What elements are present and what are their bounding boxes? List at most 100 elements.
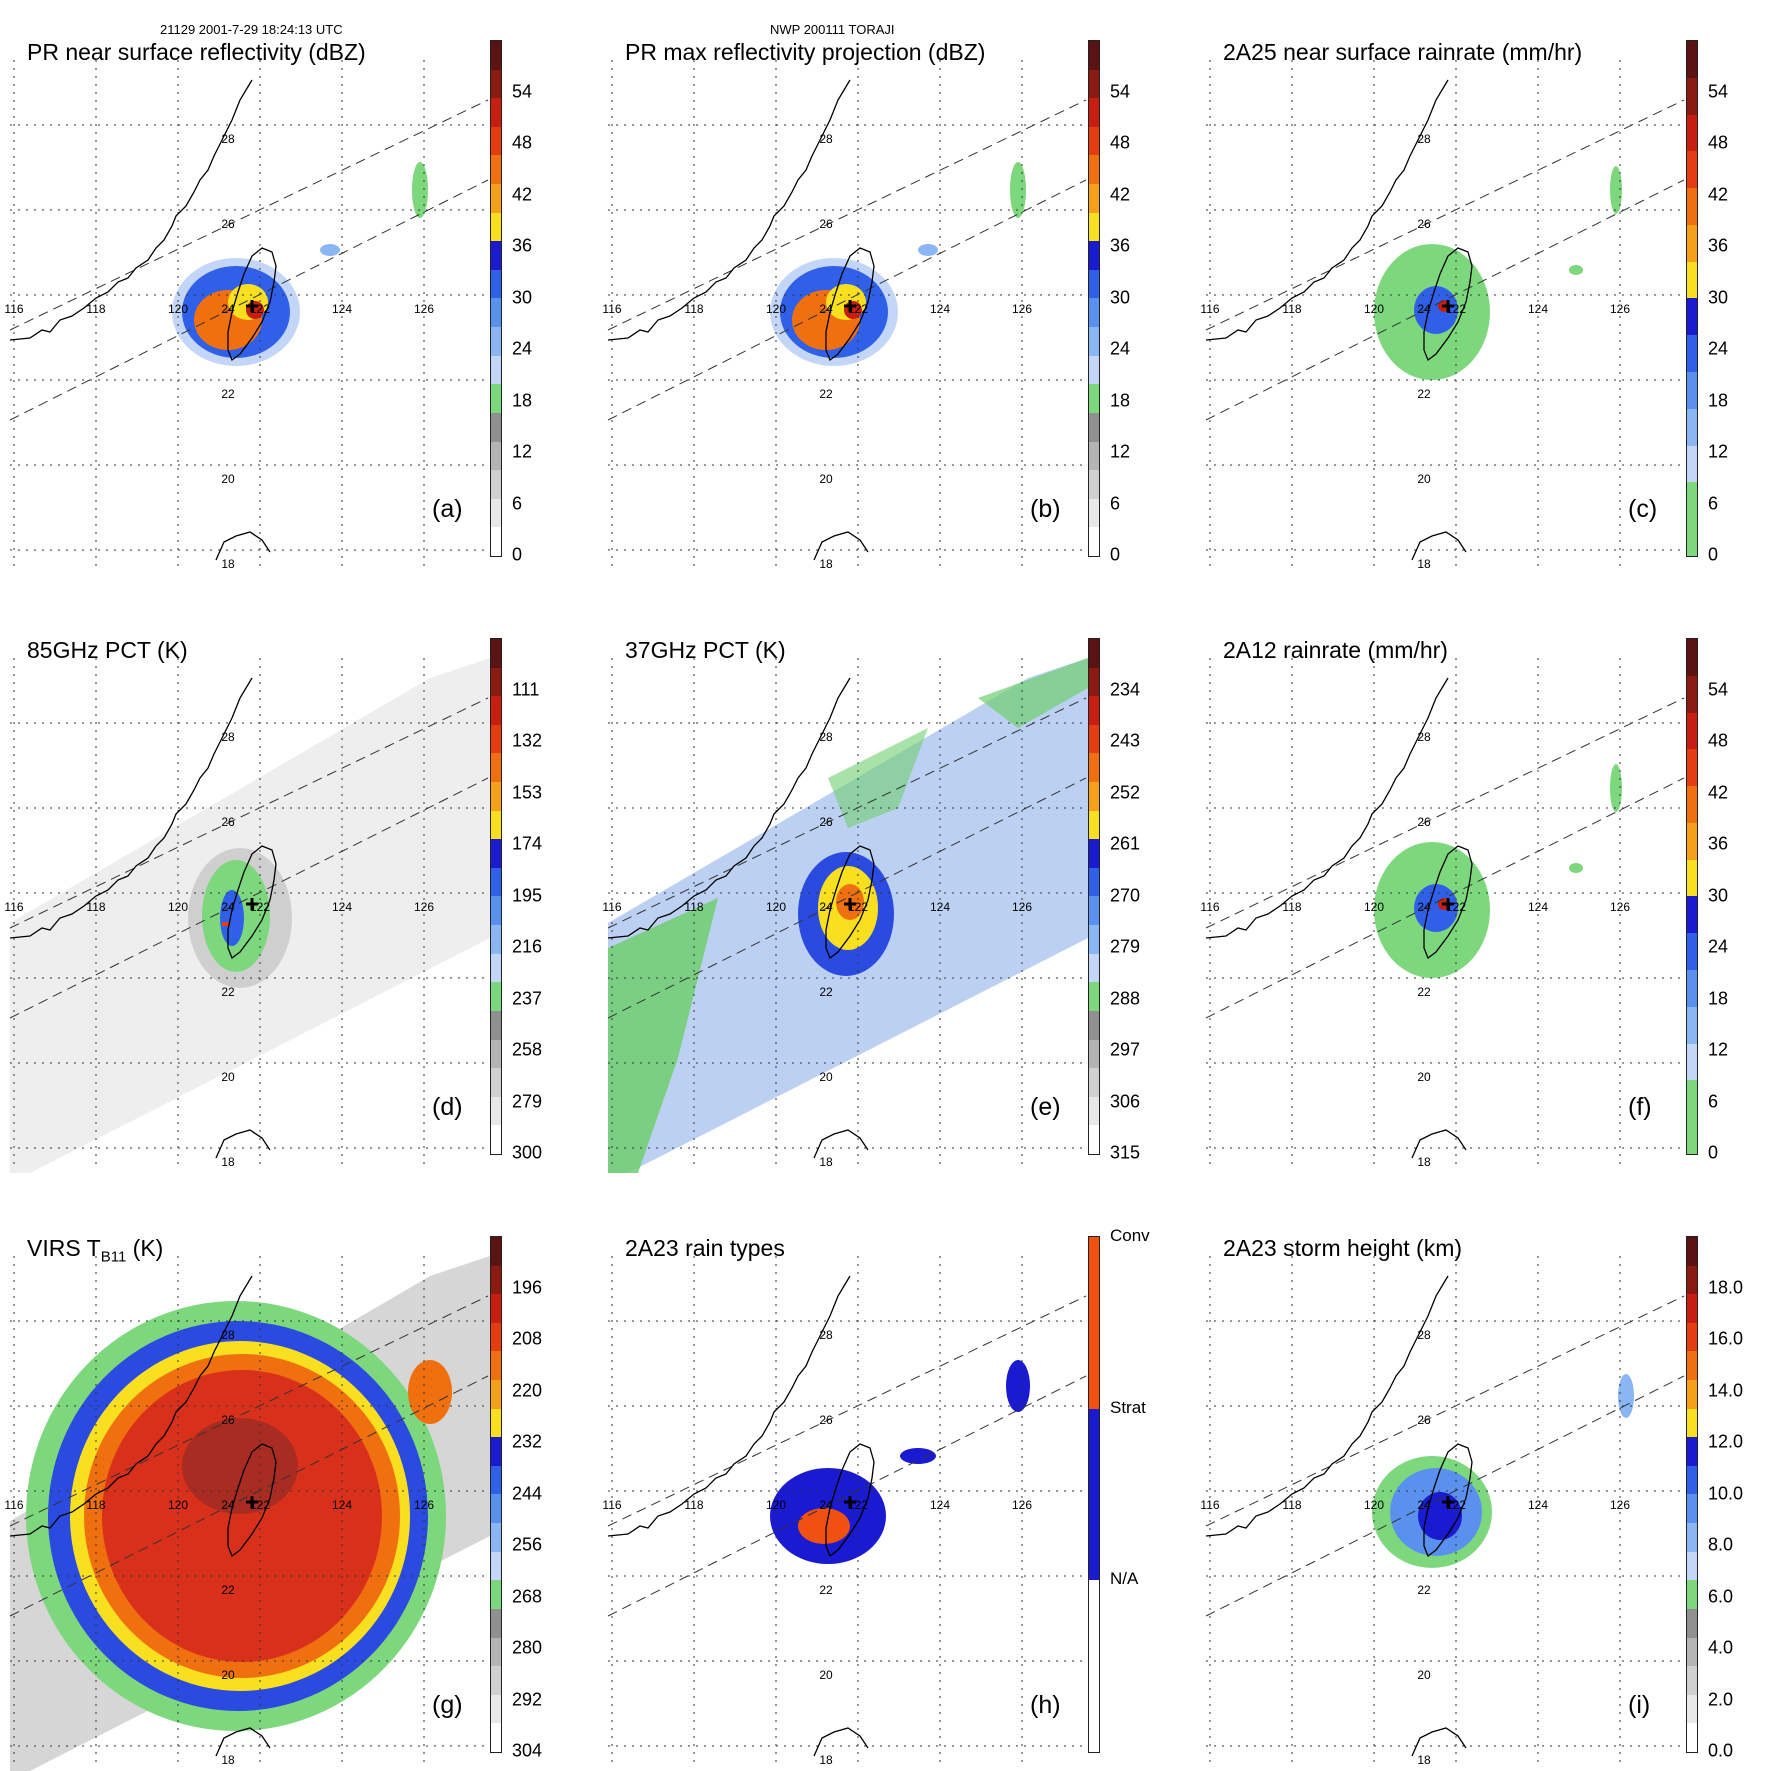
lat-label: 24 <box>1417 302 1431 316</box>
colorbar-segment <box>1089 527 1099 556</box>
colorbar-tick-label: 315 <box>1110 1142 1141 1163</box>
colorbar <box>1686 638 1698 1155</box>
colorbar-segment <box>1687 1723 1697 1752</box>
panel-title: 85GHz PCT (K) <box>27 637 188 664</box>
panel-i: 116 118 120 122 124 126 18 20 22 24 26 28 2A23 storm… <box>1196 1216 1771 1771</box>
colorbar-tick-label: 36 <box>1110 235 1131 256</box>
colorbar-segment <box>491 1265 501 1295</box>
lon-label: 118 <box>684 1498 703 1512</box>
colorbar-tick-label: 54 <box>512 81 533 101</box>
colorbar-segment <box>491 639 501 668</box>
lat-label: 22 <box>1417 1583 1431 1597</box>
lon-label: 120 <box>766 302 786 316</box>
lat-label: 20 <box>819 1668 833 1682</box>
map-f: 116 118 120 122 124 126 18 20 22 24 26 28 <box>1200 658 1685 1169</box>
colorbar-segment <box>1089 839 1099 868</box>
panel-d: 116 118 120 122 124 126 18 20 22 24 26 28 85GHz PCT … <box>0 618 575 1173</box>
panel-letter: (e) <box>1030 1093 1061 1121</box>
panel-title-subscript: B11 <box>100 1248 127 1266</box>
lat-label: 20 <box>819 1070 833 1084</box>
colorbar-segment <box>1687 1322 1697 1352</box>
colorbar-tick-label: 54 <box>1110 81 1131 101</box>
colorbar-segment <box>1687 1006 1697 1044</box>
colorbar-segment <box>1687 224 1697 262</box>
colorbar-tick-label: 243 <box>1110 730 1141 751</box>
colorbar-segment <box>491 69 501 99</box>
colorbar-segment <box>491 1723 501 1752</box>
panel-letter: (f) <box>1628 1093 1652 1121</box>
colorbar-segment <box>491 724 501 754</box>
colorbar-segment <box>491 1322 501 1352</box>
colorbar-tick-label: 14.0 <box>1708 1380 1744 1400</box>
lon-label: 124 <box>1528 900 1548 914</box>
colorbar-segment <box>491 1294 501 1323</box>
panel-f: 116 118 120 122 124 126 18 20 22 24 26 28 2A12 rainr… <box>1196 618 1771 1173</box>
lon-label: 120 <box>168 1498 188 1512</box>
colorbar-segment <box>491 696 501 725</box>
colorbar-segment <box>1687 970 1697 1007</box>
lon-label: 122 <box>848 302 868 316</box>
colorbar-tick-label: 270 <box>1110 885 1141 905</box>
colorbar-segment <box>491 1125 501 1154</box>
colorbar-segment <box>1687 408 1697 446</box>
colorbar-segment <box>1089 724 1099 754</box>
panel-b: 116 118 120 122 124 126 18 20 22 24 26 28 PR max ref… <box>598 20 1173 575</box>
colorbar-segment <box>1089 953 1099 983</box>
colorbar-tick-label: 24 <box>1708 338 1729 359</box>
colorbar-segment <box>491 412 501 442</box>
colorbar-segment <box>491 1694 501 1724</box>
colorbar-tick-label: 256 <box>512 1534 543 1555</box>
lon-label: 124 <box>332 302 352 316</box>
colorbar-tick-label: 292 <box>512 1689 543 1709</box>
lat-label: 28 <box>1417 132 1431 146</box>
colorbar-segment <box>491 327 501 356</box>
colorbar-tick-label: 0 <box>512 544 523 565</box>
colorbar-tick-label: 220 <box>512 1380 543 1400</box>
lon-label: 126 <box>1012 302 1032 316</box>
lat-label: 20 <box>1417 1070 1431 1084</box>
colorbar-tick-label: Strat <box>1110 1397 1146 1417</box>
orbit-header: 21129 2001-7-29 18:24:13 UTC <box>160 22 343 37</box>
colorbar-tick-label: 279 <box>1110 936 1141 957</box>
lat-label: 28 <box>819 730 833 744</box>
colorbar-tick-label: 6 <box>1110 493 1121 513</box>
colorbar-segment <box>1089 412 1099 442</box>
colorbar-segment <box>491 782 501 811</box>
colorbar <box>1088 1236 1100 1753</box>
colorbar-segment <box>1089 1580 1099 1667</box>
panel-title: 37GHz PCT (K) <box>625 637 786 664</box>
panel-title-text: 2A25 near surface rainrate (mm/hr) <box>1223 39 1583 65</box>
colorbar-tick-label: 30 <box>1110 287 1131 307</box>
lat-label: 18 <box>1417 1753 1431 1767</box>
colorbar-segment <box>491 41 501 70</box>
colorbar-segment <box>491 982 501 1011</box>
colorbar-segment <box>1089 269 1099 299</box>
lon-label: 116 <box>602 900 621 914</box>
colorbar-segment <box>1687 1380 1697 1409</box>
colorbar-tick-label: 261 <box>1110 833 1141 854</box>
lat-label: 26 <box>221 1413 235 1427</box>
colorbar-segment <box>1089 98 1099 127</box>
map-h: 116 118 120 122 124 126 18 20 22 24 26 28 <box>602 1256 1087 1767</box>
panel-title-text: 85GHz PCT (K) <box>27 637 188 663</box>
colorbar-segment <box>1687 261 1697 299</box>
colorbar-segment <box>1687 896 1697 934</box>
colorbar-tick-label: 12 <box>512 441 533 462</box>
colorbar-segment <box>1687 1080 1697 1118</box>
colorbar-segment <box>1089 1125 1099 1154</box>
colorbar-segment <box>491 1068 501 1097</box>
panel-g: 116 118 120 122 124 126 18 20 22 24 26 28 VIRS TB11 … <box>0 1216 575 1771</box>
colorbar-segment <box>1687 114 1697 152</box>
lat-label: 18 <box>1417 1155 1431 1169</box>
colorbar-tick-label: 48 <box>512 132 533 153</box>
colorbar-segment <box>491 1351 501 1381</box>
lat-label: 18 <box>819 1155 833 1169</box>
colorbar-segment <box>1687 1237 1697 1266</box>
panel-letter: (a) <box>432 495 463 523</box>
panel-title-suffix: (K) <box>126 1235 164 1261</box>
colorbar-ticks: 54 48 42 36 30 24 18 12 6 0 <box>1110 40 1170 565</box>
colorbar-segment <box>1089 1408 1099 1495</box>
colorbar-tick-label: 153 <box>512 782 543 802</box>
colorbar-segment <box>491 1580 501 1609</box>
lon-label: 124 <box>930 302 950 316</box>
